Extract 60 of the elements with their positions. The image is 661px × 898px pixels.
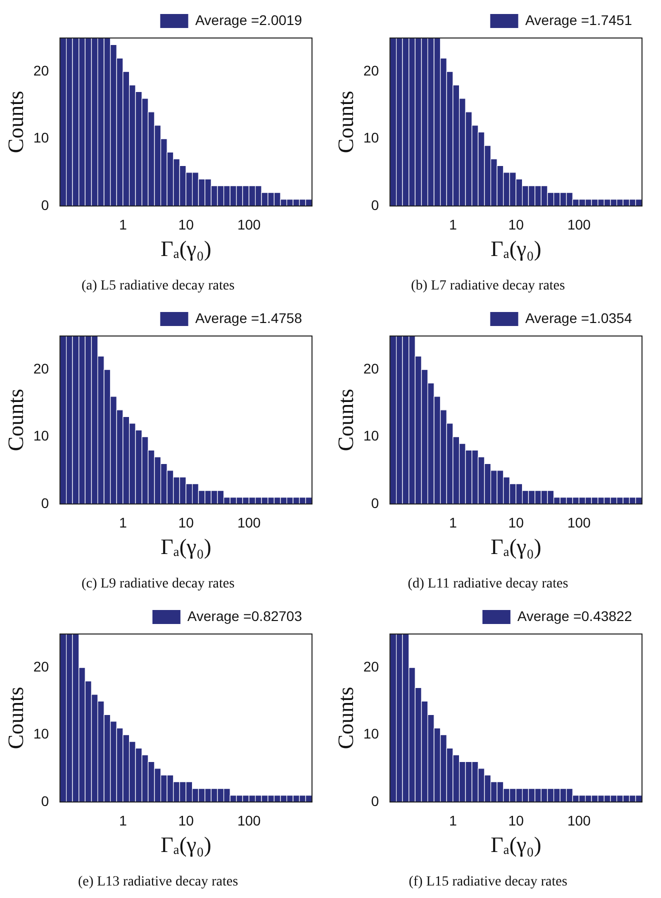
legend-label: Average =0.43822 <box>517 608 632 624</box>
x-tick-label: 10 <box>178 514 194 530</box>
x-tick-label: 100 <box>237 216 261 232</box>
text: (a) L5 radiative decay rates <box>81 278 235 294</box>
y-axis-title: Counts <box>332 388 358 452</box>
x-tick-label: 100 <box>237 812 261 828</box>
text: (f) L15 radiative decay rates <box>408 874 568 890</box>
x-axis-title: Γₐ(γ₀) <box>160 534 212 559</box>
y-tick-label: 20 <box>363 62 380 78</box>
x-tick-label: 10 <box>508 514 524 530</box>
y-tick-label: 0 <box>371 494 380 511</box>
y-tick-label: 10 <box>363 130 380 146</box>
legend-label: Average =1.0354 <box>525 310 632 326</box>
y-tick-label: 0 <box>41 196 50 213</box>
y-tick-label: 10 <box>363 726 380 742</box>
x-axis-title: Γₐ(γ₀) <box>160 236 212 261</box>
y-tick-label: 20 <box>363 360 380 376</box>
y-tick-label: 20 <box>33 360 50 376</box>
x-tick-label: 1 <box>449 514 458 530</box>
y-tick-label: 10 <box>33 428 50 444</box>
x-axis-title: Γₐ(γ₀) <box>490 832 542 857</box>
x-tick-label: 1 <box>119 812 128 828</box>
x-tick-label: 100 <box>237 514 261 530</box>
x-tick-label: 10 <box>178 812 194 828</box>
y-tick-label: 20 <box>33 62 50 78</box>
y-tick-label: 0 <box>371 792 380 809</box>
x-tick-label: 1 <box>119 216 128 232</box>
y-axis-title: Counts <box>2 90 28 154</box>
legend-label: Average =0.82703 <box>187 608 302 624</box>
text: (c) L9 radiative decay rates <box>81 576 235 592</box>
y-axis-title: Counts <box>332 686 358 750</box>
x-tick-label: 1 <box>119 514 128 530</box>
x-tick-label: 100 <box>567 514 591 530</box>
y-tick-label: 10 <box>363 428 380 444</box>
y-tick-label: 10 <box>33 130 50 146</box>
x-axis-title: Γₐ(γ₀) <box>490 236 542 261</box>
x-tick-label: 10 <box>508 812 524 828</box>
x-tick-label: 100 <box>567 812 591 828</box>
x-tick-label: 10 <box>178 216 194 232</box>
y-tick-label: 20 <box>33 658 50 674</box>
x-tick-label: 1 <box>449 216 458 232</box>
x-axis-title: Γₐ(γ₀) <box>160 832 212 857</box>
legend-label: Average =1.4758 <box>195 310 302 326</box>
y-tick-label: 10 <box>33 726 50 742</box>
y-tick-label: 20 <box>363 658 380 674</box>
text: (d) L11 radiative decay rates <box>408 576 568 592</box>
y-tick-label: 0 <box>371 196 380 213</box>
text: (b) L7 radiative decay rates <box>411 278 565 294</box>
x-tick-label: 10 <box>508 216 524 232</box>
x-tick-label: 1 <box>449 812 458 828</box>
legend-label: Average =1.7451 <box>525 12 632 28</box>
legend-label: Average =2.0019 <box>195 12 302 28</box>
y-axis-title: Counts <box>332 90 358 154</box>
x-axis-title: Γₐ(γ₀) <box>490 534 542 559</box>
text: (e) L13 radiative decay rates <box>78 874 238 890</box>
y-axis-title: Counts <box>2 686 28 750</box>
y-tick-label: 0 <box>41 792 50 809</box>
x-tick-label: 100 <box>567 216 591 232</box>
y-axis-title: Counts <box>2 388 28 452</box>
y-tick-label: 0 <box>41 494 50 511</box>
